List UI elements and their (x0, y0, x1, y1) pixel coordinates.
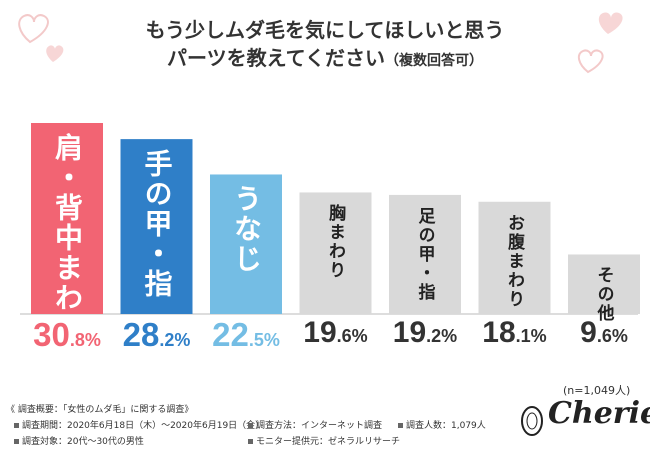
category-label-2: 手の甲・指 (140, 149, 174, 300)
bar-2 (120, 139, 193, 314)
bar-5 (389, 194, 461, 314)
bar-7 (568, 254, 640, 314)
sample-size: (n=1,049人) (563, 384, 631, 397)
category-label-4: 胸まわり (325, 204, 345, 281)
category-label-6: お腹まわり (504, 213, 524, 309)
value-label-3: 22.5% (212, 316, 280, 353)
footer-target: 調査対象：20代～30代の男性 (14, 434, 144, 447)
category-label-3: うなじ (230, 184, 263, 275)
value-label-7: 9.6% (580, 316, 628, 349)
category-label-7: その他 (593, 266, 614, 324)
footer-method: 調査方法：インターネット調査 (248, 418, 382, 431)
value-label-4: 19.6% (303, 316, 368, 349)
logo-emblem-icon (521, 406, 543, 436)
heart-decoration-icon (18, 14, 64, 62)
chart-title-line1: もう少しムダ毛を気にしてほしいと思う (145, 18, 505, 42)
value-label-1: 30.8% (33, 316, 101, 353)
bar-1 (31, 123, 103, 314)
footer-summary: 《 調査概要：「女性のムダ毛」に関する調査》 (6, 405, 194, 415)
value-label-6: 18.1% (482, 316, 547, 349)
chart-title-line2: パーツを教えてください（複数回答可） (0, 42, 650, 71)
bar-4 (299, 192, 372, 314)
bar-6 (478, 201, 551, 314)
footer-count: 調査人数：1,079人 (398, 418, 486, 431)
footer-period: 調査期間：2020年6月18日（木）～2020年6月19日（金） (14, 418, 264, 431)
heart-decoration-icon (577, 12, 623, 74)
brand-logo: Cherie (548, 396, 650, 431)
value-label-2: 28.2% (122, 316, 191, 353)
bar-3 (210, 174, 282, 314)
value-label-5: 19.2% (392, 316, 458, 349)
chart-title-paren: （複数回答可） (385, 53, 483, 69)
footer-provider: モニター提供元：ゼネラルリサーチ (248, 434, 400, 447)
chart-title-text: パーツを教えてください (167, 46, 385, 70)
category-label-1: 肩・背中まわり (51, 133, 84, 343)
category-label-5: 足の甲・指 (414, 206, 435, 302)
